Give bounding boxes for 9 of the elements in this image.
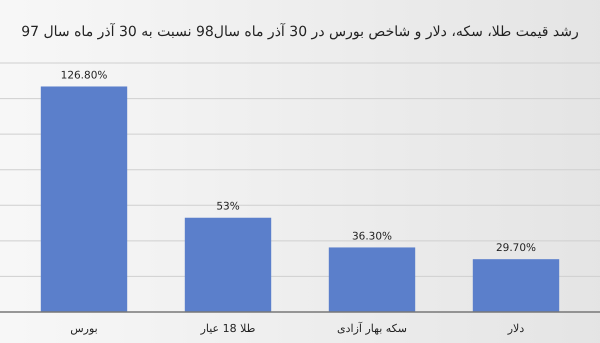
x-tick-label: بورس [70,322,98,335]
x-tick-label: دلار [506,322,524,335]
data-label: 53% [216,200,240,213]
x-tick-label: طلا 18 عیار [200,322,256,335]
data-label: 126.80% [60,69,108,82]
data-label: 29.70% [496,242,536,254]
chart-title: رشد قیمت طلا، سکه، دلار و شاخص بورس در 30 آذر ماه سال98 نسبت به 30 آذر ماه سال 97 [21,22,579,40]
x-tick-label: سکه بهار آزادی [337,321,407,335]
data-label: 36.30% [352,230,392,242]
